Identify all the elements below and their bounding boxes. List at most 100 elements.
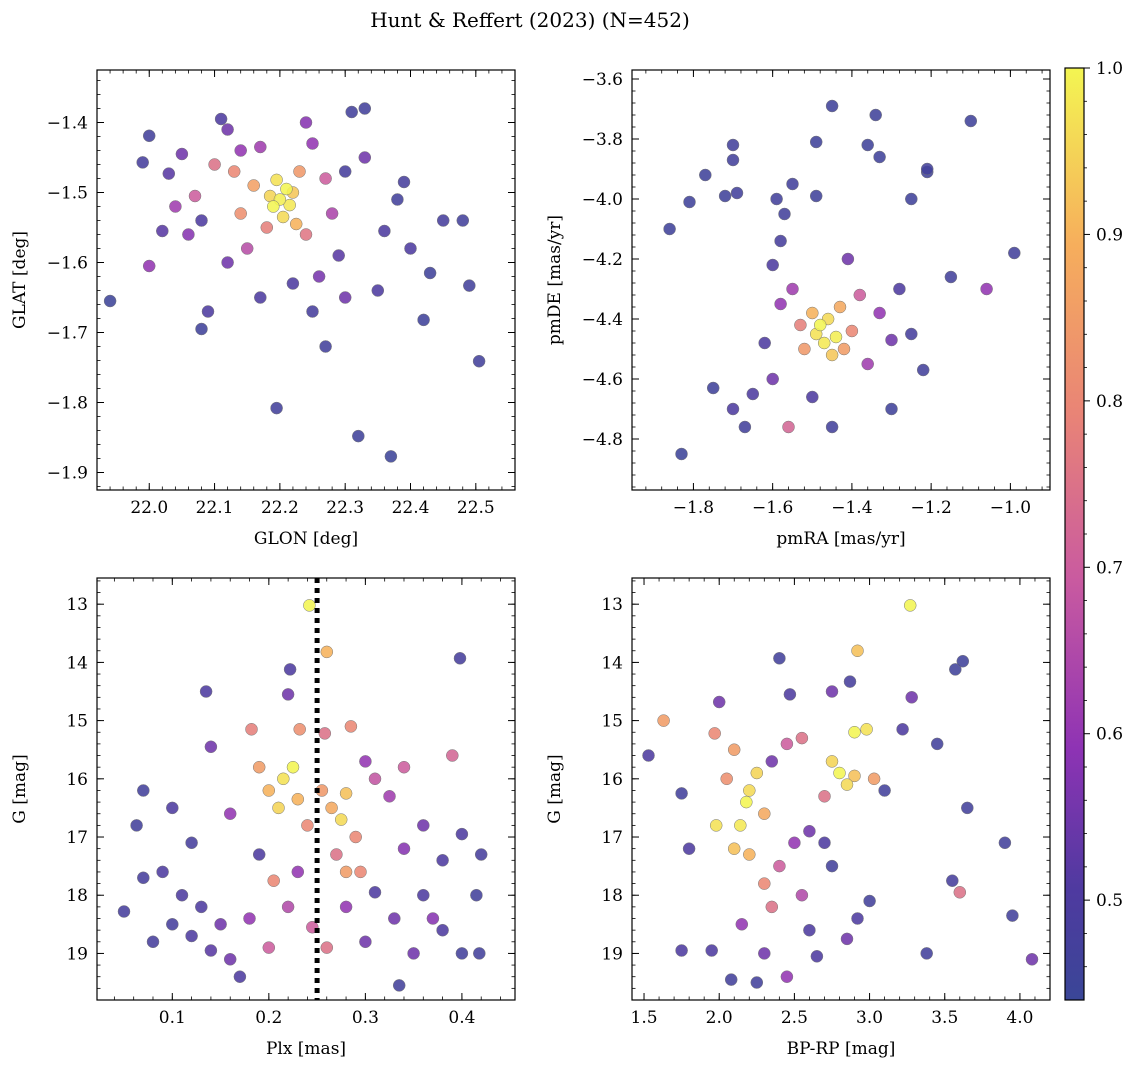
y-tick-label: 13 <box>601 595 623 615</box>
axes-frame <box>631 577 1051 1001</box>
scatter-point <box>472 354 486 368</box>
scatter-point <box>397 175 411 189</box>
scatter-point <box>795 731 809 745</box>
scatter-point <box>738 420 752 434</box>
scatter-point <box>146 935 160 949</box>
scatter-point <box>306 137 319 150</box>
scatter-point <box>833 766 846 780</box>
scatter-point <box>293 723 306 736</box>
scatter-point <box>291 792 305 806</box>
scatter-point <box>803 824 816 838</box>
scatter-point <box>841 252 855 266</box>
y-tick-label: 19 <box>66 944 88 964</box>
colorbar-tick-label: 1.0 <box>1096 59 1123 79</box>
x-tick-label: 3.5 <box>931 1008 958 1028</box>
scatter-point <box>708 727 721 740</box>
scatter-point <box>851 912 864 925</box>
scatter-point <box>136 156 149 169</box>
scatter-point <box>765 900 779 914</box>
scatter-point <box>252 848 266 861</box>
scatter-point <box>825 859 839 873</box>
scatter-point <box>201 305 215 318</box>
scatter-point <box>227 165 241 178</box>
scatter-point <box>845 324 859 338</box>
scatter-point <box>388 912 401 925</box>
scatter-point <box>319 340 332 353</box>
scatter-point <box>718 189 732 203</box>
scatter-point <box>833 300 847 314</box>
scatter-point <box>293 165 306 178</box>
scatter-point <box>709 819 723 832</box>
scatter-point <box>332 249 345 262</box>
scatter-point <box>456 214 470 227</box>
scatter-point <box>642 749 655 762</box>
scatter-point <box>682 842 696 855</box>
scatter-point <box>730 186 744 200</box>
scatter-point <box>185 836 198 850</box>
y-tick-label: 19 <box>601 944 623 964</box>
scatter-point <box>392 979 406 992</box>
scatter-point <box>359 755 372 768</box>
scatter-point <box>166 918 179 931</box>
y-tick-label: −4.0 <box>582 190 623 210</box>
scatter-point <box>368 886 382 899</box>
scatter-point <box>825 99 839 113</box>
scatter-point <box>358 151 372 164</box>
scatter-point <box>944 270 958 284</box>
scatter-point <box>893 282 906 296</box>
colorbar-tick-label: 0.8 <box>1096 392 1123 412</box>
x-tick-label: −1.0 <box>990 498 1031 518</box>
scatter-point <box>252 760 266 774</box>
x-tick-label: 3.0 <box>856 1008 883 1028</box>
scatter-point <box>829 330 843 344</box>
scatter-point <box>291 865 305 879</box>
scatter-point <box>281 900 295 914</box>
scatter-point <box>204 944 218 957</box>
scatter-point <box>378 224 391 238</box>
y-tick-label: −1.5 <box>47 184 88 204</box>
scatter-point <box>130 819 143 832</box>
scatter-point <box>397 842 411 855</box>
scatter-point <box>407 947 420 960</box>
scatter-point <box>780 970 794 983</box>
scatter-point <box>773 859 786 873</box>
scatter-point <box>743 784 756 797</box>
scatter-point <box>813 318 827 332</box>
scatter-point <box>867 772 881 786</box>
scatter-point <box>404 242 417 255</box>
scatter-point <box>276 210 290 224</box>
scatter-point <box>848 769 861 783</box>
scatter-point <box>339 865 353 879</box>
y-axis-label: GLAT [deg] <box>10 231 30 329</box>
scatter-point <box>301 819 314 832</box>
scatter-point <box>169 200 182 213</box>
scatter-point <box>195 214 208 227</box>
scatter-point <box>195 322 208 336</box>
scatter-point <box>920 947 933 960</box>
scatter-point <box>663 222 676 236</box>
axes-frame <box>96 577 516 1001</box>
y-tick-label: 14 <box>66 653 88 673</box>
scatter-point <box>774 234 787 248</box>
scatter-point <box>436 214 450 227</box>
scatter-point <box>339 900 353 914</box>
colorbar-tick-label: 0.5 <box>1096 891 1123 911</box>
scatter-point <box>156 224 169 238</box>
scatter-point <box>860 723 873 736</box>
x-tick-label: −1.2 <box>910 498 951 518</box>
scatter-point <box>303 599 316 612</box>
y-tick-label: −1.7 <box>47 324 88 344</box>
x-tick-label: 0.4 <box>448 1008 475 1028</box>
scatter-point <box>306 305 319 318</box>
scatter-point <box>234 207 247 220</box>
scatter-point <box>185 929 198 943</box>
scatter-point <box>780 737 794 751</box>
y-tick-label: −4.4 <box>582 310 623 330</box>
scatter-point <box>956 654 970 668</box>
y-axis-label: pmDE [mas/yr] <box>545 215 565 345</box>
scatter-point <box>786 177 799 191</box>
scatter-point <box>270 173 283 187</box>
scatter-point <box>869 108 882 122</box>
scatter-point <box>319 172 332 185</box>
scatter-point <box>758 807 771 820</box>
